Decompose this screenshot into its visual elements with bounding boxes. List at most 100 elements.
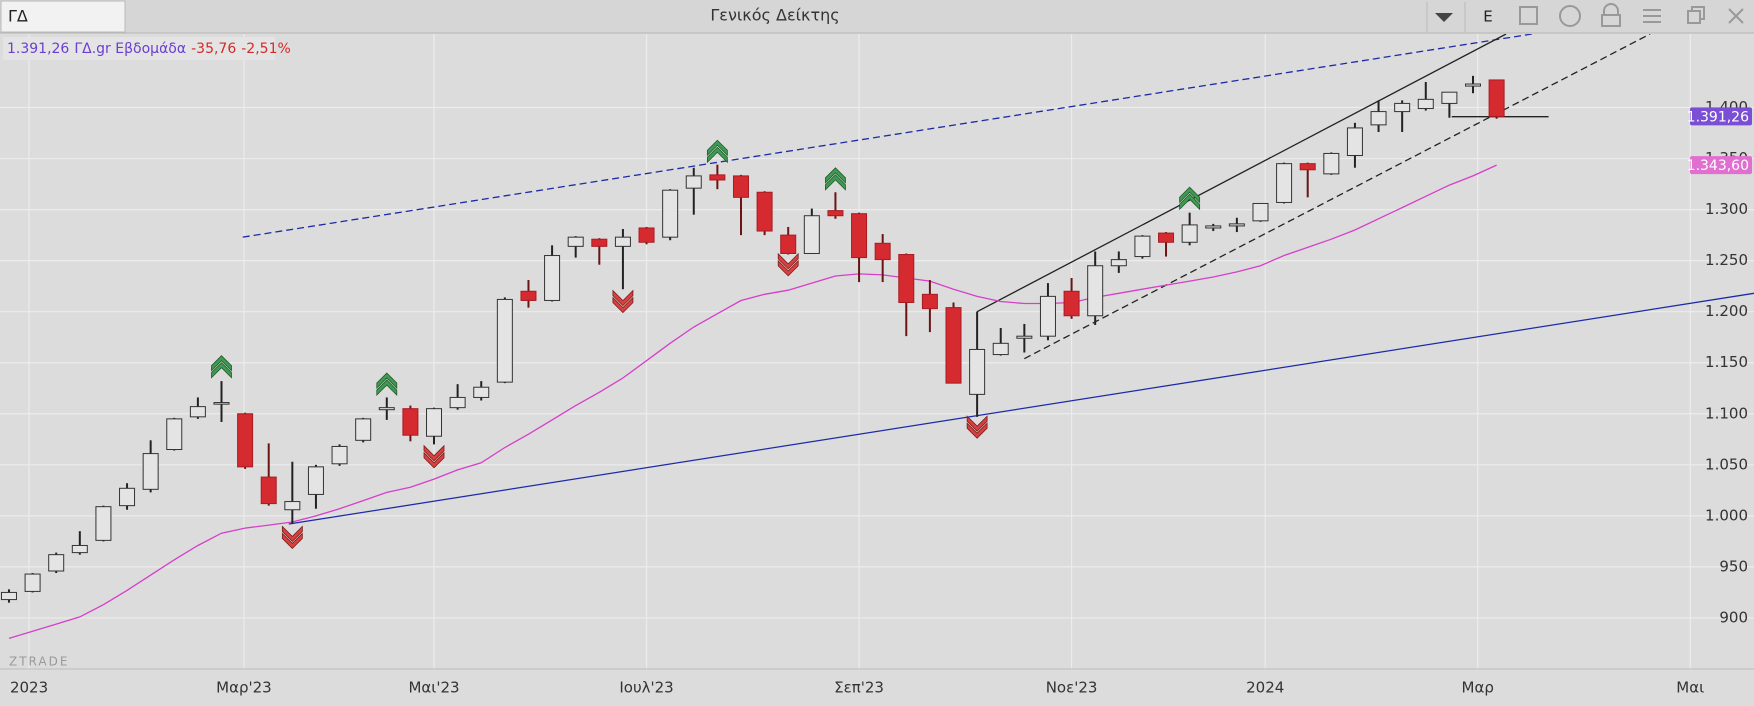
candle-body (1087, 265, 1104, 317)
menu-icon[interactable] (1643, 9, 1661, 23)
candle-body (662, 189, 679, 238)
candle-body (1039, 295, 1056, 337)
candle-body (614, 236, 631, 247)
sell-signal (777, 252, 799, 277)
candle-body (378, 407, 395, 411)
candle-body (1110, 259, 1127, 267)
x-tick-label: Νοε'23 (1046, 679, 1098, 697)
y-tick-label: 1.150 (1705, 353, 1748, 371)
candle-body (426, 408, 443, 437)
y-tick-label: 1.050 (1705, 455, 1748, 473)
y-tick-label: 900 (1719, 608, 1748, 626)
candle-body (874, 242, 891, 261)
candle-body (355, 418, 372, 441)
sell-signal (423, 444, 445, 469)
candle-body (780, 234, 797, 254)
restore-icon[interactable] (1687, 6, 1705, 24)
candle-body (1134, 235, 1151, 258)
candle-body (921, 293, 938, 310)
candle-body (213, 402, 230, 405)
candle-body (0, 591, 17, 601)
candle-body (496, 298, 513, 383)
candle-body (142, 453, 159, 490)
ma-price-tag-label: 1.343,60 (1687, 158, 1749, 174)
sell-signal (966, 415, 988, 439)
candle-body (969, 348, 986, 395)
trendline (288, 292, 1754, 525)
y-tick-label: 950 (1719, 557, 1748, 575)
candle-body (260, 476, 277, 505)
y-tick-label: 1.300 (1705, 200, 1748, 218)
candle-body (71, 544, 88, 554)
trendline (976, 34, 1507, 313)
info-change: -35,76 (191, 41, 236, 57)
last-price-tag-label: 1.391,26 (1687, 109, 1749, 125)
candle-body (945, 307, 962, 384)
candle-body (851, 213, 868, 259)
candle-body (1370, 111, 1387, 126)
close-icon[interactable] (1728, 8, 1744, 24)
candle-body (1063, 290, 1080, 317)
buy-signal (1179, 186, 1201, 211)
candle-body (119, 487, 136, 507)
candle-body (1228, 223, 1245, 227)
trendline (1024, 34, 1651, 360)
symbol-text: ΓΔ (8, 7, 28, 26)
candle-body (307, 466, 324, 495)
candle-body (1323, 152, 1340, 175)
info-change-pct: -2,51% (241, 41, 291, 57)
panel-icon[interactable] (1519, 6, 1538, 25)
candle-body (732, 175, 749, 198)
candle-body (803, 215, 820, 254)
candle-body (1276, 163, 1293, 203)
candle-body (48, 554, 65, 572)
candle-body (520, 290, 537, 301)
candle-body (24, 573, 41, 592)
candle-body (1158, 232, 1175, 243)
candle-body (685, 175, 702, 189)
candle-body (1417, 98, 1434, 110)
info-box (3, 37, 275, 60)
candle-body (898, 254, 915, 303)
candle-body (1181, 224, 1198, 243)
candle-body (544, 255, 561, 301)
candle-body (331, 445, 348, 465)
y-tick-label: 1.250 (1705, 251, 1748, 269)
info-line: 1.391,26 ΓΔ.gr Εβδομάδα -35,76 -2,51% (7, 41, 291, 57)
sell-signal (612, 289, 634, 314)
x-tick-label: Μαι (1676, 679, 1704, 697)
candle-body (709, 174, 726, 181)
candle-body (1016, 335, 1033, 339)
candle-body (284, 501, 301, 511)
x-tick-label: 2024 (1246, 679, 1284, 697)
candle-body (638, 227, 655, 243)
candle-body (1465, 83, 1482, 87)
buy-signal (825, 167, 846, 191)
x-tick-label: Σεπ'23 (834, 679, 884, 697)
comment-icon[interactable] (1559, 5, 1581, 27)
candle-body (591, 238, 608, 247)
lock-icon[interactable] (1601, 3, 1621, 27)
candle-body (1488, 79, 1505, 117)
toolbar (0, 0, 1754, 33)
candle-body (95, 506, 112, 541)
candle-body (166, 418, 183, 451)
candle-body (1299, 163, 1316, 171)
y-tick-label: 1.200 (1705, 302, 1748, 320)
dropdown-button[interactable] (1435, 13, 1453, 22)
buy-signal (706, 139, 728, 164)
candle-body (1346, 127, 1363, 156)
x-tick-label: Μαι'23 (408, 679, 459, 697)
symbol-input[interactable] (0, 0, 126, 33)
e-button[interactable]: E (1483, 8, 1492, 26)
candle-body (1252, 202, 1269, 222)
plot-area (0, 34, 1754, 669)
x-tick-label: Μαρ (1462, 679, 1494, 697)
moving-average-line (8, 164, 1497, 640)
candle-body (1441, 91, 1458, 104)
candle-body (402, 408, 419, 436)
candle-body (1205, 225, 1222, 229)
